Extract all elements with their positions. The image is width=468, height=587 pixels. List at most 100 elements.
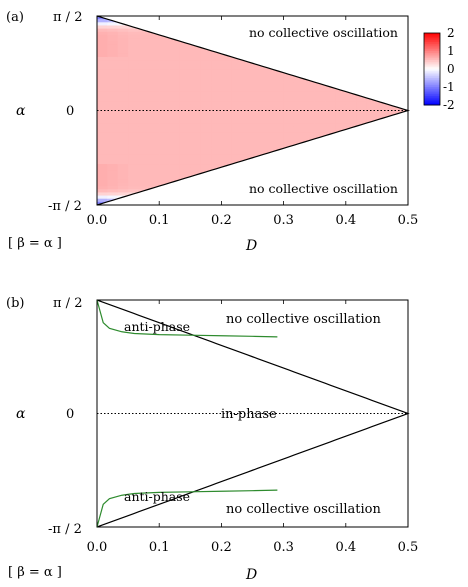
heatmap-cell [376,198,388,203]
heatmap-cell [335,104,347,108]
heatmap-cell [231,104,243,108]
heatmap-cell [128,129,140,134]
heatmap-cell [252,151,264,156]
heatmap-cell [273,119,285,124]
heatmap-cell [304,60,316,64]
heatmap-cell [397,60,408,64]
heatmap-cell [262,148,274,153]
heatmap-cell [107,44,119,49]
colorbar-segment [424,85,440,88]
heatmap-cell [252,107,264,112]
heatmap-cell [387,167,399,171]
heatmap-cell [117,82,129,86]
heatmap-cell [387,148,399,153]
heatmap-cell [273,173,285,178]
heatmap-cell [376,69,388,74]
heatmap-cell [97,164,108,168]
heatmap-cell [117,145,129,149]
heatmap-cell [252,88,264,93]
heatmap-cell [117,142,129,146]
heatmap-cell [335,142,347,146]
heatmap-cell [107,195,119,200]
heatmap-cell [314,160,326,165]
heatmap-cell [397,113,408,118]
heatmap-cell [190,126,202,130]
heatmap-cell [107,41,119,45]
heatmap-cell [345,66,357,71]
heatmap-cell [345,157,357,162]
heatmap-cell [138,192,150,197]
heatmap-cell [128,189,140,193]
heatmap-cell [345,198,357,203]
heatmap-cell [356,132,368,137]
heatmap-cell [179,31,191,36]
heatmap-cell [200,164,212,168]
heatmap-cell [107,151,119,156]
heatmap-cell [221,195,233,200]
heatmap-cell [325,44,337,49]
heatmap-cell [200,192,212,197]
heatmap-cell [200,142,212,146]
colorbar-segment [424,34,440,38]
heatmap-cell [159,135,171,140]
heatmap-cell [159,56,171,61]
heatmap-cell [211,69,222,74]
heatmap-cell [179,104,191,108]
heatmap-cell [387,157,399,162]
heatmap-cell [376,135,388,140]
heatmap-cell [345,82,357,86]
heatmap-cell [231,25,243,30]
heatmap-cell [366,116,378,121]
heatmap-cell [262,88,274,93]
heatmap-cell [397,160,408,165]
colorbar-segment [424,87,440,90]
heatmap-cell [366,107,378,112]
heatmap-cell [397,167,408,171]
heatmap-cell [138,186,150,190]
heatmap-cell [169,97,181,102]
heatmap-cell [138,195,150,200]
heatmap-cell [190,56,202,61]
heatmap-cell [221,97,233,102]
heatmap-cell [117,170,129,175]
heatmap-cell [293,164,305,168]
heatmap-cell [179,34,191,39]
heatmap-cell [128,75,140,80]
heatmap-cell [211,53,222,58]
heatmap-cell [252,16,264,20]
heatmap-cell [179,135,191,140]
heatmap-cell [335,113,347,118]
heatmap-cell [304,41,316,45]
heatmap-cell [283,135,295,140]
heatmap-cell [262,107,274,112]
heatmap-cell [252,75,264,80]
heatmap-cell [107,182,119,187]
heatmap-cell [169,198,181,203]
heatmap-cell [211,38,222,42]
heatmap-cell [179,148,191,153]
heatmap-cell [138,50,150,55]
heatmap-cell [397,56,408,61]
heatmap-cell [211,182,222,187]
heatmap-cell [242,116,254,121]
heatmap-cell [314,129,326,134]
x-ticks-a: 0.0 0.1 0.2 0.3 0.4 0.5 [87,16,418,228]
heatmap-cell [117,44,129,49]
heatmap-cell [117,135,129,140]
heatmap-cell [252,47,264,52]
heatmap-cell [335,160,347,165]
heatmap-cell [314,173,326,178]
heatmap-cell [252,69,264,74]
heatmap-cell [376,47,388,52]
heatmap-cell [97,160,108,165]
heatmap-cell [97,56,108,61]
heatmap-cell [128,79,140,83]
heatmap-cell [345,56,357,61]
heatmap-cell [138,31,150,36]
heatmap-cell [376,107,388,112]
heatmap-cell [179,198,191,203]
colorbar-tick-label: 2 [447,26,455,40]
heatmap-cell [159,88,171,93]
heatmap-cell [179,195,191,200]
heatmap-cell [128,85,140,90]
